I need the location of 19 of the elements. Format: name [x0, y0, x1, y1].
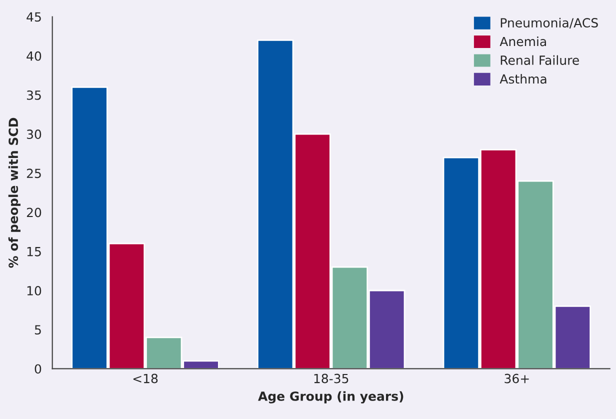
x-tick-label: <18 — [133, 374, 158, 384]
x-tick-label: 18-35 — [314, 374, 348, 384]
y-tick-label: 35 — [26, 90, 41, 100]
y-tick-label: 40 — [26, 51, 42, 61]
y-tick-label: 20 — [26, 208, 42, 218]
y-tick-label: 30 — [26, 130, 42, 140]
legend-label: Renal Failure — [500, 55, 579, 65]
y-axis-title: % of people with SCD — [8, 118, 20, 268]
y-tick-label: 15 — [27, 247, 41, 256]
y-tick-label: 25 — [26, 168, 41, 178]
y-tick-label: 0 — [34, 364, 42, 374]
legend-label: Pneumonia/ACS — [500, 18, 598, 28]
legend-label: Asthma — [500, 74, 546, 84]
y-tick-label: 45 — [26, 12, 41, 22]
x-axis-title: Age Group (in years) — [258, 391, 404, 404]
legend-label: Anemia — [500, 36, 546, 46]
x-tick-label: 36+ — [504, 374, 529, 384]
y-tick-label: 5 — [34, 325, 41, 335]
y-tick-label: 10 — [27, 286, 42, 296]
